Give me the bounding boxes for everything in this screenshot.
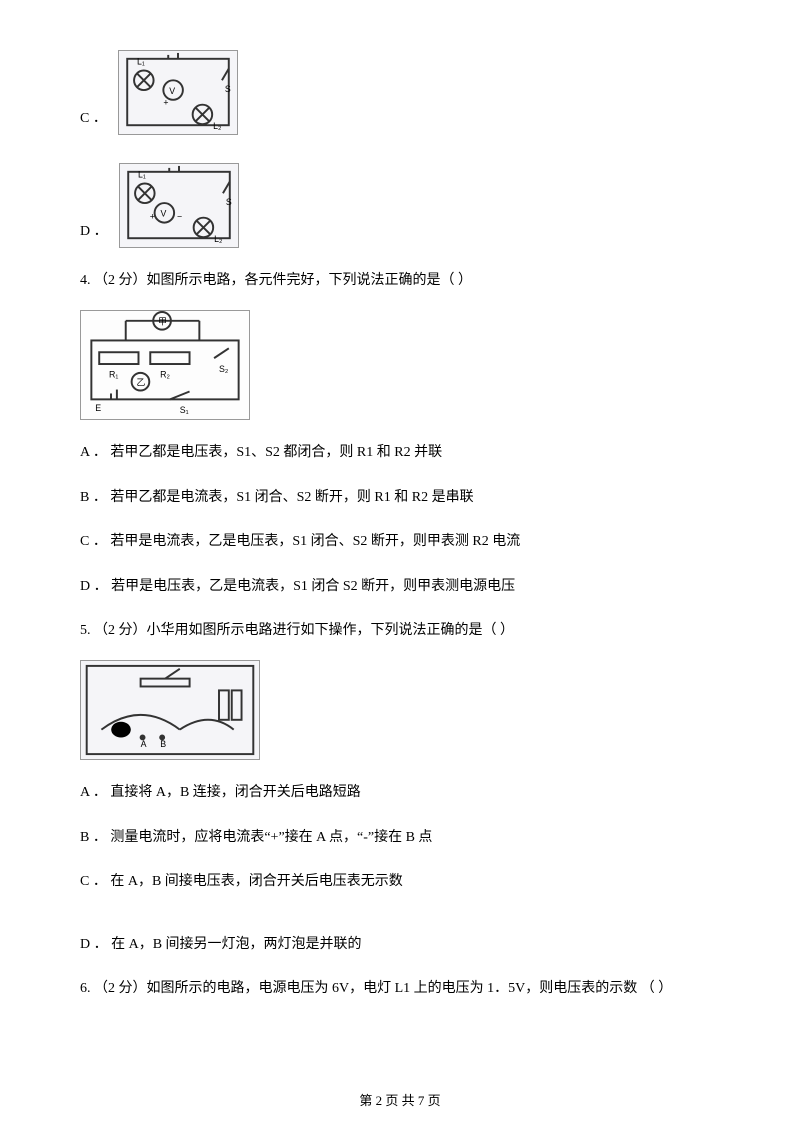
option-c-circuit: L₁ V + L₂ S [118,50,238,135]
label-jia: 甲 [158,317,167,327]
circuit-d-svg: L₁ V + − L₂ S [120,164,238,247]
q4-text: 4. （2 分）如图所示电路，各元件完好，下列说法正确的是（ ） [80,270,720,292]
q5-circuit: A B [80,660,260,760]
q5-option-a: A ． 直接将 A，B 连接，闭合开关后电路短路 [80,782,720,804]
label-b: B [160,740,166,750]
label-v: V [170,86,176,96]
page-footer: 第 2 页 共 7 页 [0,1091,800,1112]
q4-figure: 甲 R₁ R₂ 乙 S₂ E S₁ [80,310,720,420]
q5-option-d: D ． 在 A，B 间接另一灯泡，两灯泡是并联的 [80,934,720,956]
q5-option-c: C ． 在 A，B 间接电压表，闭合开关后电压表无示数 [80,871,720,893]
label-l2-d: L₂ [214,234,222,244]
q5-figure: A B [80,660,720,760]
q6-text: 6. （2 分）如图所示的电路，电源电压为 6V，电灯 L1 上的电压为 1．5… [80,978,720,1000]
q4-circuit: 甲 R₁ R₂ 乙 S₂ E S₁ [80,310,250,420]
label-plus: + [164,98,169,108]
option-c-label: C ． [80,108,107,135]
label-plus-d: + [150,212,155,222]
label-r1: R₁ [109,370,118,380]
label-e: E [95,404,101,414]
q5-option-b: B ． 测量电流时，应将电流表“+”接在 A 点，“-”接在 B 点 [80,827,720,849]
circuit-q4-svg: 甲 R₁ R₂ 乙 S₂ E S₁ [81,311,249,419]
label-r2: R₂ [160,370,170,380]
label-minus-d: − [177,212,182,222]
q4-option-d: D ． 若甲是电压表，乙是电流表，S1 闭合 S2 断开，则甲表测电源电压 [80,576,720,598]
label-s-d: S [226,197,232,207]
label-a: A [141,740,147,750]
label-v-d: V [161,209,167,219]
label-yi: 乙 [137,378,146,388]
option-d-circuit: L₁ V + − L₂ S [119,163,239,248]
q4-option-b: B ． 若甲乙都是电流表，S1 闭合、S2 断开，则 R1 和 R2 是串联 [80,487,720,509]
option-d-row: D ． L₁ V + − L₂ S [80,163,720,248]
label-s1: S₁ [180,405,189,415]
label-l2: L₂ [213,121,221,131]
circuit-q5-svg: A B [81,661,259,759]
label-l1-d: L₁ [138,170,146,180]
q4-option-a: A ． 若甲乙都是电压表，S1、S2 都闭合，则 R1 和 R2 并联 [80,442,720,464]
q4-option-c: C ． 若甲是电流表，乙是电压表，S1 闭合、S2 断开，则甲表测 R2 电流 [80,531,720,553]
option-d-label: D ． [80,221,108,248]
label-l1: L₁ [137,57,145,67]
option-c-row: C ． L₁ V + L₂ S [80,50,720,135]
label-s2: S₂ [219,364,228,374]
circuit-c-svg: L₁ V + L₂ S [119,51,237,134]
q5-text: 5. （2 分）小华用如图所示电路进行如下操作，下列说法正确的是（ ） [80,620,720,642]
label-s: S [225,84,231,94]
